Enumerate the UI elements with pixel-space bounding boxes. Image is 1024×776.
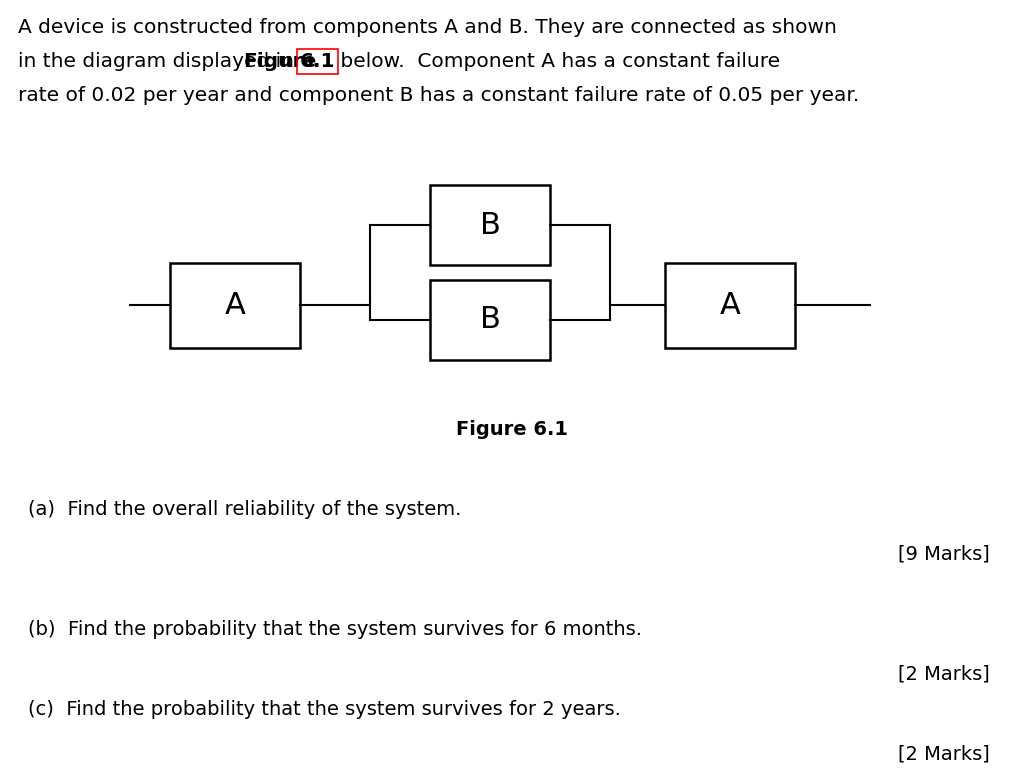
Bar bbox=[170, 262, 300, 348]
Text: A device is constructed from components A and B. They are connected as shown: A device is constructed from components … bbox=[18, 18, 837, 37]
Text: [2 Marks]: [2 Marks] bbox=[898, 745, 990, 764]
Text: [2 Marks]: [2 Marks] bbox=[898, 665, 990, 684]
Text: (c)  Find the probability that the system survives for 2 years.: (c) Find the probability that the system… bbox=[28, 700, 621, 719]
Text: A: A bbox=[224, 290, 246, 320]
Text: 6.1: 6.1 bbox=[300, 52, 336, 71]
Text: B: B bbox=[479, 306, 501, 334]
Text: (a)  Find the overall reliability of the system.: (a) Find the overall reliability of the … bbox=[28, 500, 462, 519]
Bar bbox=[430, 185, 550, 265]
Text: A: A bbox=[720, 290, 740, 320]
Text: B: B bbox=[479, 210, 501, 240]
Text: [9 Marks]: [9 Marks] bbox=[898, 545, 990, 564]
Text: Figure 6.1: Figure 6.1 bbox=[456, 420, 568, 439]
Text: rate of 0.02 per year and component B has a constant failure rate of 0.05 per ye: rate of 0.02 per year and component B ha… bbox=[18, 86, 859, 105]
Text: in the diagram displayed in: in the diagram displayed in bbox=[18, 52, 300, 71]
Text: Figure: Figure bbox=[244, 52, 316, 71]
Text: below.  Component A has a constant failure: below. Component A has a constant failur… bbox=[334, 52, 780, 71]
Bar bbox=[430, 280, 550, 360]
Text: (b)  Find the probability that the system survives for 6 months.: (b) Find the probability that the system… bbox=[28, 620, 642, 639]
Bar bbox=[665, 262, 795, 348]
